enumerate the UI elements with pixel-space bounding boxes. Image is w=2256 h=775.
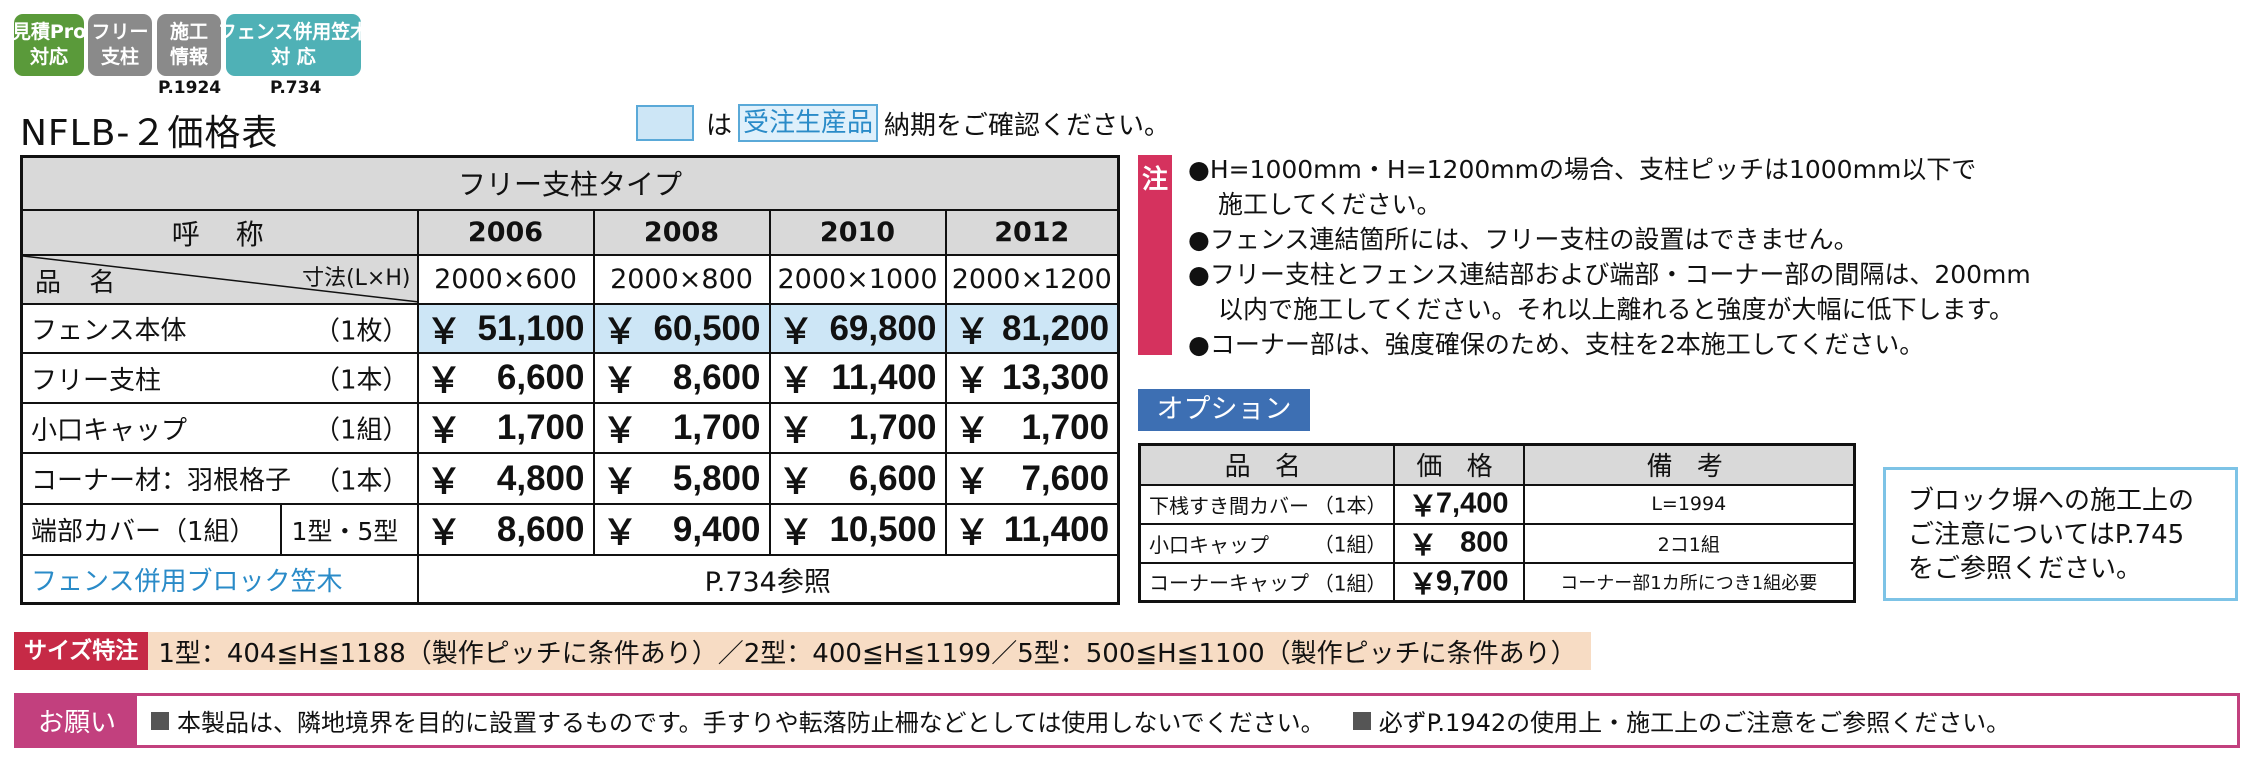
col-size: 2000×1000: [768, 254, 947, 306]
note-line: ●フリー支柱とフェンス連結部および端部・コーナー部の間隔は、200mm: [1188, 260, 2031, 289]
opt-remark: 2コ1組: [1522, 522, 1856, 564]
note-line: 施工してください。: [1218, 190, 1442, 219]
opt-price: ￥ 9,700: [1392, 561, 1525, 603]
price-cell: ￥ 10,500: [768, 503, 947, 557]
table-row: フリー支柱 （1本） ￥ 6,600 ￥ 8,600 ￥ 11,400 ￥ 13,300: [20, 352, 1120, 405]
note-line: ●フェンス連結箇所には、フリー支柱の設置はできません。: [1188, 225, 1859, 254]
diagonal-line: [25, 257, 416, 303]
legend-pre: は: [706, 110, 733, 141]
price-cell: ￥ 13,300: [944, 352, 1120, 405]
row-subname: 1型・5型: [279, 503, 419, 557]
table-row: コーナー材：羽根格子 （1本） ￥ 4,800 ￥ 5,800 ￥ 6,600 ￥ 7,6…: [20, 452, 1120, 506]
free-post-badge: フリー 支柱: [88, 14, 152, 76]
col-size: 2000×800: [592, 254, 771, 306]
opt-price: ￥ 800: [1392, 522, 1525, 564]
col-code: 2012: [944, 208, 1120, 257]
block-wall-note: ブロック塀への施工上の ご注意についてはP.745 をご参照ください。: [1883, 467, 2238, 601]
block-kasagi-ref: P.734参照: [416, 554, 1120, 605]
row-name: フリー支柱 （1本）: [20, 352, 419, 405]
price-cell: ￥ 8,600: [592, 352, 771, 405]
opt-header: 価 格: [1392, 443, 1525, 486]
table-row: 端部カバー（1組） 1型・5型 ￥ 8,600 ￥ 9,400 ￥ 10,500 ￥ 1…: [20, 503, 1120, 557]
opt-name: 下桟すき間カバー （1本）: [1138, 483, 1395, 525]
opt-header: 品 名: [1138, 443, 1395, 486]
row-name: 端部カバー（1組）: [20, 503, 282, 557]
name-dimension-header: 品 名 寸法(L×H): [20, 254, 419, 306]
size-special-bar: サイズ特注 1型：404≦H≦1188（製作ピッチに条件あり）／2型：400≦H…: [14, 632, 1591, 670]
request-item: 本製品は、隣地境界を目的に設置するものです。手すりや転落防止柵などとしては使用し…: [177, 709, 1325, 737]
notes-list: ●H=1000mm・H=1200mmの場合、支柱ピッチは1000mm以下で 施工…: [1188, 152, 2031, 362]
request-bar: お願い 本製品は、隣地境界を目的に設置するものです。手すりや転落防止柵などとして…: [14, 693, 2240, 748]
size-special-label: サイズ特注: [14, 632, 149, 670]
price-cell: ￥ 6,600: [416, 352, 595, 405]
table-row: 小口キャップ （1組） ￥ 1,700 ￥ 1,700 ￥ 1,700 ￥ 1,700: [20, 402, 1120, 455]
mitsumori-pro-badge: 見積Pro 対応: [12, 14, 86, 76]
block-kasagi-link[interactable]: フェンス併用ブロック笠木: [20, 554, 419, 605]
price-cell: ￥ 8,600: [416, 503, 595, 557]
row-name: コーナー材：羽根格子 （1本）: [20, 452, 419, 506]
name-header: 呼 称: [20, 208, 419, 257]
request-item: 必ずP.1942の使用上・施工上のご注意をご参照ください。: [1378, 709, 2011, 737]
note-line: 以内で施工してください。それ以上離れると強度が大幅に低下します。: [1218, 295, 2015, 324]
price-cell: ￥ 5,800: [592, 452, 771, 506]
opt-name: 小口キャップ （1組）: [1138, 522, 1395, 564]
col-size: 2000×600: [416, 254, 595, 306]
price-cell: ￥ 4,800: [416, 452, 595, 506]
col-size: 2000×1200: [944, 254, 1120, 306]
opt-remark: コーナー部1カ所につき1組必要: [1522, 561, 1856, 603]
bullet-square-icon: [1352, 711, 1371, 730]
col-code: 2006: [416, 208, 595, 257]
price-cell: ￥ 60,500: [592, 303, 771, 355]
fence-kasagi-ref[interactable]: P.734: [270, 78, 322, 98]
price-table: フリー支柱タイプ 呼 称 2006 2008 2010 2012 品 名 寸法(…: [20, 155, 1121, 605]
construction-info-ref[interactable]: P.1924: [158, 78, 222, 98]
options-title: オプション: [1138, 389, 1310, 431]
table-row: 下桟すき間カバー （1本） ￥ 7,400 L=1994: [1138, 483, 1856, 525]
diag-name-label: 品 名: [35, 268, 126, 299]
diag-dim-label: 寸法(L×H): [302, 266, 411, 292]
col-code: 2010: [768, 208, 947, 257]
table-row: フェンス本体 （1枚） ￥ 51,100 ￥ 60,500 ￥ 69,800 ￥ 81,2…: [20, 303, 1120, 355]
made-to-order-legend: は 受注生産品 納期をご確認ください。: [636, 103, 1170, 143]
size-special-text: 1型：404≦H≦1188（製作ピッチに条件あり）／2型：400≦H≦1199／…: [158, 638, 1577, 669]
price-cell: ￥ 1,700: [944, 402, 1120, 455]
opt-header: 備 考: [1522, 443, 1856, 486]
request-label: お願い: [17, 696, 137, 745]
page-title: NFLB-２価格表: [20, 113, 279, 154]
options-table: 品 名 価 格 備 考 下桟すき間カバー （1本） ￥ 7,400 L=1994 小…: [1138, 443, 1856, 603]
bullet-square-icon: [151, 711, 169, 730]
row-name: 小口キャップ （1組）: [20, 402, 419, 455]
price-cell: ￥ 7,600: [944, 452, 1120, 506]
note-badge: 注: [1138, 155, 1172, 355]
price-cell: ￥ 81,200: [944, 303, 1120, 355]
legend-post: 納期をご確認ください。: [884, 110, 1171, 141]
fence-kasagi-badge[interactable]: フェンス併用笠木対 応: [218, 14, 369, 76]
note-line: ●H=1000mm・H=1200mmの場合、支柱ピッチは1000mm以下で: [1188, 155, 1977, 184]
price-cell: ￥ 6,600: [768, 452, 947, 506]
price-cell: ￥ 69,800: [768, 303, 947, 355]
construction-info-badge[interactable]: 施工 情報: [157, 14, 221, 76]
table-row: コーナーキャップ （1組） ￥ 9,700 コーナー部1カ所につき1組必要: [1138, 561, 1856, 603]
opt-price: ￥ 7,400: [1392, 483, 1525, 525]
price-cell: ￥ 11,400: [944, 503, 1120, 557]
price-cell: ￥ 51,100: [416, 303, 595, 355]
legend-tag: 受注生産品: [738, 104, 879, 142]
table-row: 小口キャップ （1組） ￥ 800 2コ1組: [1138, 522, 1856, 564]
price-cell: ￥ 11,400: [768, 352, 947, 405]
table-row: フェンス併用ブロック笠木 P.734参照: [20, 554, 1120, 605]
price-cell: ￥ 1,700: [768, 402, 947, 455]
row-name: フェンス本体 （1枚）: [20, 303, 419, 355]
price-cell: ￥ 1,700: [416, 402, 595, 455]
opt-remark: L=1994: [1522, 483, 1856, 525]
opt-name: コーナーキャップ （1組）: [1138, 561, 1395, 603]
col-code: 2008: [592, 208, 771, 257]
note-line: ●コーナー部は、強度確保のため、支柱を2本施工してください。: [1188, 330, 1925, 359]
price-cell: ￥ 9,400: [592, 503, 771, 557]
legend-swatch: [636, 105, 694, 141]
type-header: フリー支柱タイプ: [20, 155, 1120, 211]
price-cell: ￥ 1,700: [592, 402, 771, 455]
